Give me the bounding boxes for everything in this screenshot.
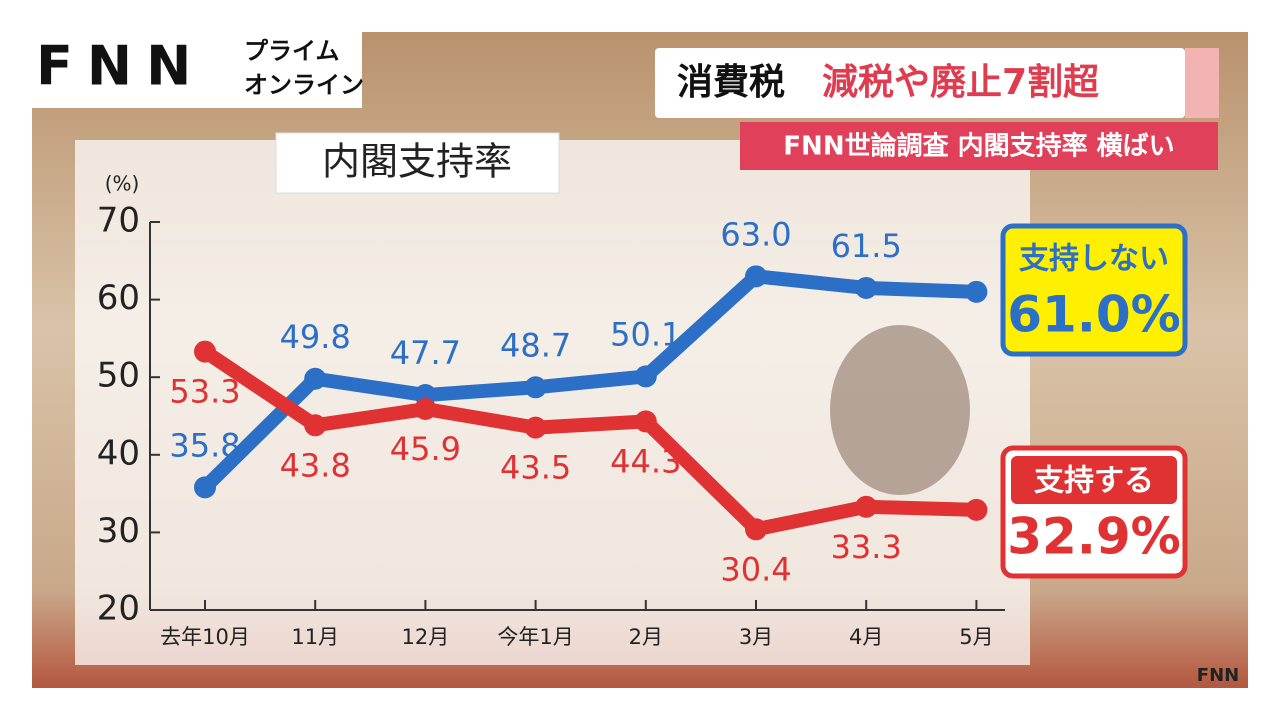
value-label: 63.0 bbox=[720, 215, 791, 253]
x-tick-label: 去年10月 bbox=[160, 625, 250, 649]
x-tick-label: 2月 bbox=[629, 625, 663, 649]
chart-title: 内閣支持率 bbox=[322, 140, 512, 184]
chart-title-box bbox=[275, 132, 560, 194]
value-label: 50.1 bbox=[610, 315, 681, 353]
series-line bbox=[201, 345, 977, 537]
point bbox=[855, 495, 878, 518]
y-tick-label: 60 bbox=[97, 278, 140, 318]
callout-value: 61.0% bbox=[1007, 286, 1180, 344]
value-label: 43.8 bbox=[280, 446, 351, 484]
chart: 20 30 40 50 60 70 去年10月 11月 12月 今年1月 2月 3月 4月 5月 35.8 4… bbox=[97, 201, 1188, 649]
point bbox=[634, 365, 657, 388]
headline-topic: 消費税 bbox=[677, 62, 785, 103]
value-label: 33.3 bbox=[831, 528, 902, 566]
point bbox=[634, 410, 657, 433]
point bbox=[194, 340, 216, 363]
headline-accent bbox=[1185, 48, 1219, 118]
logo-line2: オンライン bbox=[244, 71, 364, 99]
value-label: 43.5 bbox=[500, 449, 571, 487]
y-tick-label: 70 bbox=[97, 201, 140, 241]
value-label: 44.3 bbox=[610, 442, 681, 480]
x-tick-label: 11月 bbox=[291, 625, 339, 649]
x-tick-label: 今年1月 bbox=[497, 625, 573, 649]
callout-box bbox=[1000, 223, 1188, 357]
subheadline-box bbox=[740, 122, 1218, 170]
point bbox=[745, 265, 767, 288]
watermark: FNN bbox=[1197, 665, 1239, 686]
logo-box bbox=[32, 32, 362, 108]
headline-main: 減税や廃止7割超 bbox=[822, 62, 1100, 103]
legend-label: 支持しない bbox=[1019, 242, 1169, 277]
subheadline: FNN世論調査 内閣支持率 横ばい bbox=[783, 131, 1174, 162]
x-tick-label: 5月 bbox=[959, 625, 993, 649]
y-tick-label: 20 bbox=[97, 589, 140, 629]
point bbox=[524, 416, 547, 439]
point bbox=[414, 398, 437, 421]
value-label: 49.8 bbox=[280, 318, 351, 356]
logo-line1: プライム bbox=[244, 37, 340, 65]
point bbox=[524, 376, 547, 399]
point bbox=[745, 518, 767, 541]
legend-label: 支持する bbox=[1034, 464, 1154, 499]
value-label: 30.4 bbox=[720, 550, 791, 588]
x-tick-label: 3月 bbox=[739, 625, 773, 649]
y-axis-unit: (%) bbox=[105, 172, 140, 196]
value-label: 61.5 bbox=[831, 227, 902, 265]
point bbox=[965, 280, 988, 303]
value-label: 53.3 bbox=[169, 373, 240, 411]
headline-box bbox=[655, 48, 1185, 118]
x-tick-label: 4月 bbox=[849, 625, 883, 649]
series-line bbox=[200, 269, 977, 493]
point bbox=[304, 367, 327, 390]
point bbox=[965, 498, 988, 521]
point bbox=[194, 476, 216, 499]
value-label: 35.8 bbox=[169, 426, 240, 464]
x-tick-label: 12月 bbox=[402, 625, 450, 649]
y-tick-label: 30 bbox=[97, 511, 140, 551]
callout-header bbox=[1011, 456, 1177, 504]
callout-value: 32.9% bbox=[1007, 508, 1180, 566]
person-photo bbox=[830, 325, 970, 495]
logo-brand: FNN bbox=[36, 35, 205, 98]
value-label: 47.7 bbox=[390, 334, 461, 372]
value-label: 45.9 bbox=[390, 430, 461, 468]
value-label: 48.7 bbox=[500, 326, 571, 364]
point bbox=[304, 414, 327, 437]
y-tick-label: 40 bbox=[97, 433, 140, 473]
y-tick-label: 50 bbox=[97, 356, 140, 396]
point bbox=[855, 276, 878, 299]
